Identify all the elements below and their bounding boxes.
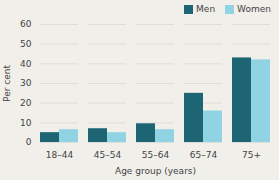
svg-text:40: 40 — [20, 59, 32, 69]
html-text:Women: Women — [237, 4, 271, 14]
svg-text:50: 50 — [20, 39, 32, 49]
svg-text:18–44: 18–44 — [46, 150, 74, 160]
svg-text:65–74: 65–74 — [190, 150, 218, 160]
svg-text:20: 20 — [20, 98, 32, 108]
html-text:Men: Men — [196, 4, 216, 14]
svg-text:30: 30 — [20, 78, 32, 88]
svg-text:55–64: 55–64 — [142, 150, 170, 160]
svg-text:Per cent: Per cent — [2, 65, 12, 102]
svg-text:60: 60 — [20, 19, 32, 29]
svg-text:75+: 75+ — [242, 150, 261, 160]
svg-text:0: 0 — [26, 137, 32, 147]
svg-text:10: 10 — [20, 118, 32, 128]
svg-text:Age group (years): Age group (years) — [115, 166, 196, 176]
svg-text:45–54: 45–54 — [94, 150, 122, 160]
